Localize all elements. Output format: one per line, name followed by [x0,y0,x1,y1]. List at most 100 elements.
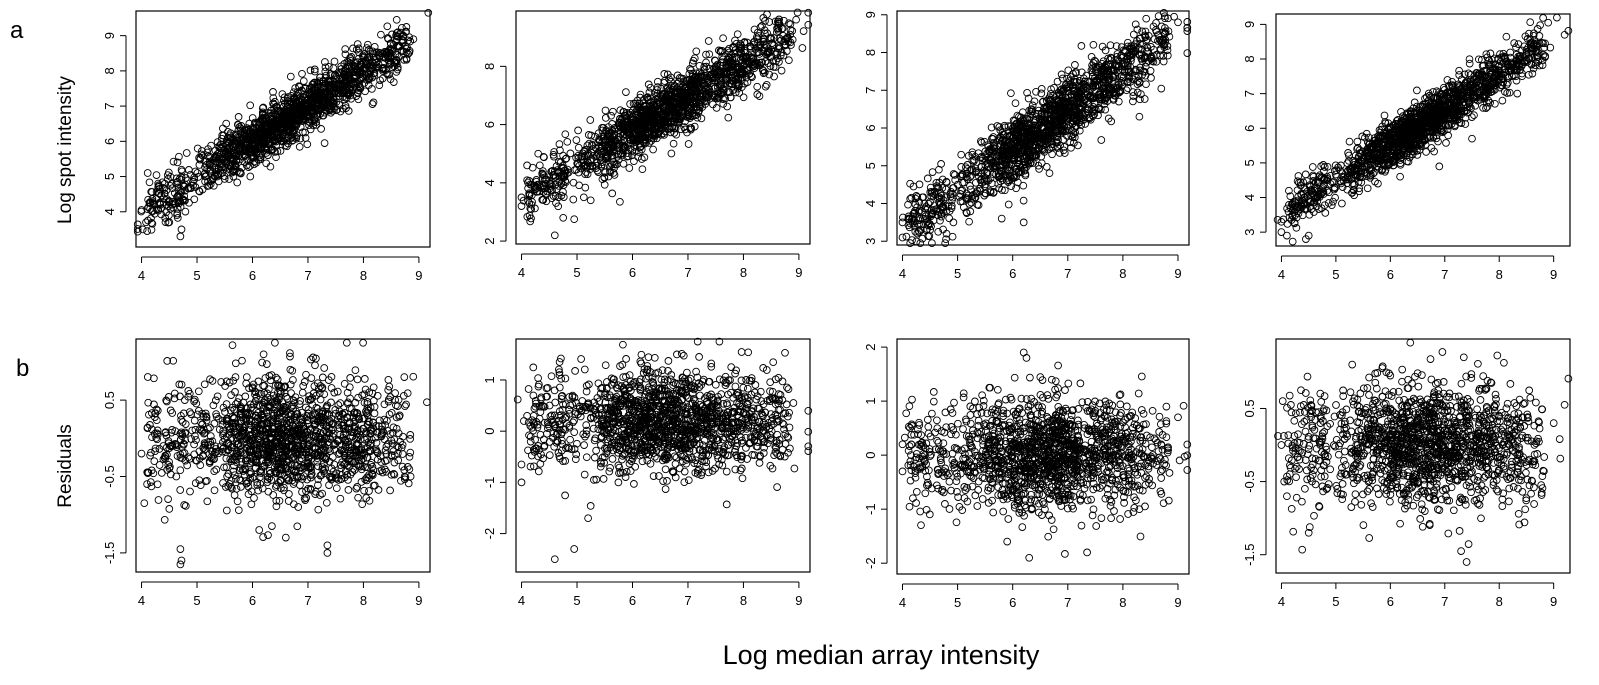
scatter-point [949,218,958,227]
scatter-point [181,207,190,216]
scatter-point [616,197,624,206]
y-tick-label: 4 [863,200,878,207]
scatter-point [368,100,377,108]
scatter-point [579,193,588,202]
scatter-point [303,140,312,149]
scatter-point [160,194,168,203]
scatter-point [145,178,154,187]
scatter-point [702,58,710,67]
y-tick-label: 3 [863,238,878,245]
scatter-point [374,63,383,72]
scatter-point [572,136,581,144]
scatter-point [1183,49,1192,57]
scatter-point [180,192,189,200]
row-b-y-axis-title: Residuals [55,424,76,507]
scatter-point [184,184,193,192]
scatter-point [804,20,813,29]
scatter-point [276,147,285,155]
scatter-point [203,148,212,157]
scatter-point [173,158,182,167]
scatter-point [935,165,943,174]
scatter-point [609,107,617,116]
scatter-point [398,23,406,32]
scatter-point [185,166,193,174]
scatter-point [945,214,954,223]
scatter-point [298,69,306,78]
scatter-point [299,77,308,85]
scatter-point [619,159,628,168]
scatter-point [400,56,408,64]
scatter-point [246,101,255,110]
scatter-point [957,150,966,159]
y-tick-label: 9 [102,32,117,39]
y-tick-label: 6 [863,124,878,131]
x-tick-label: 6 [1009,266,1016,281]
scatter-point [1019,181,1028,190]
scatter-point [383,22,392,31]
scatter-point [559,193,568,201]
scatter-point [190,195,199,204]
scatter-point [143,227,151,235]
row-a-y-axis-title: Log spot intensity [55,76,76,224]
x-tick-label: 8 [360,268,367,283]
scatter-point [133,220,142,229]
scatter-point [638,165,647,174]
scatter-point [1011,99,1020,108]
scatter-point [625,164,634,172]
scatter-point [1129,30,1138,39]
scatter-point [586,196,595,205]
scatter-point [169,157,178,166]
scatter-point [272,153,280,162]
y-tick-label: 7 [102,102,117,109]
y-tick-label: 8 [863,49,878,56]
scatter-point [143,205,152,213]
y-tick-label: 7 [863,87,878,94]
scatter-point [375,81,384,90]
scatter-point [1345,137,1354,146]
x-axis-title: Log median array intensity [723,640,1040,670]
y-tick-label: 4 [482,179,497,186]
x-tick-label: 7 [304,268,311,283]
y-tick-label: 8 [102,67,117,74]
scatter-point [898,218,907,227]
scatter-point [799,27,808,35]
scatter-point [222,119,231,128]
scatter-point [692,47,701,56]
scatter-point [719,34,727,43]
scatter-point [341,45,350,53]
y-tick-label: 6 [482,121,497,128]
scatter-point [266,162,275,171]
scatter-point [368,85,376,93]
y-tick-label: 5 [102,173,117,180]
scatter-point [1007,89,1015,98]
scatter-point [753,90,762,99]
scatter-point [193,144,202,153]
scatter-point [295,142,304,151]
scatter-point [1037,84,1046,93]
scatter-point [237,122,246,130]
scatter-point [534,149,543,158]
scatter-point [804,8,813,17]
scatter-point [559,213,568,222]
scatter-point [152,171,161,179]
scatter-point [601,106,610,115]
x-tick-label: 8 [740,265,747,280]
scatter-point [354,44,363,53]
scatter-point [161,218,170,226]
scatter-point [232,132,240,140]
scatter-point [1338,199,1346,208]
panel-label-a: a [10,17,24,44]
scatter-point [377,30,385,39]
scatter-point [1042,162,1051,171]
scatter-point [388,63,397,72]
scatter-point [704,37,713,45]
scatter-point [246,172,255,181]
scatter-point [1097,136,1106,144]
scatter-point [233,178,242,187]
scatter-point [310,79,318,87]
scatter-point [262,159,271,168]
scatter-point [550,231,559,240]
x-tick-label: 5 [193,268,200,283]
scatter-point [608,189,617,198]
